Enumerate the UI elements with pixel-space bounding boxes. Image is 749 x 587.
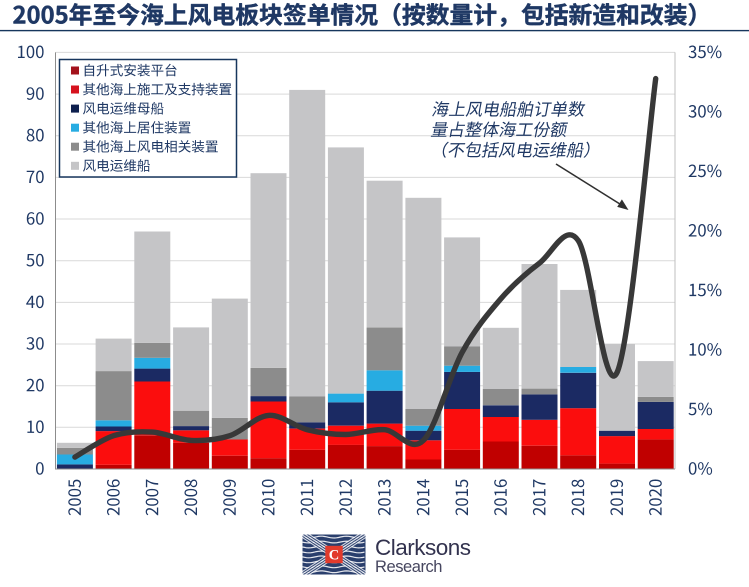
svg-text:C: C xyxy=(329,548,339,564)
svg-text:Research: Research xyxy=(375,558,442,576)
svg-text:Clarksons: Clarksons xyxy=(375,535,471,560)
